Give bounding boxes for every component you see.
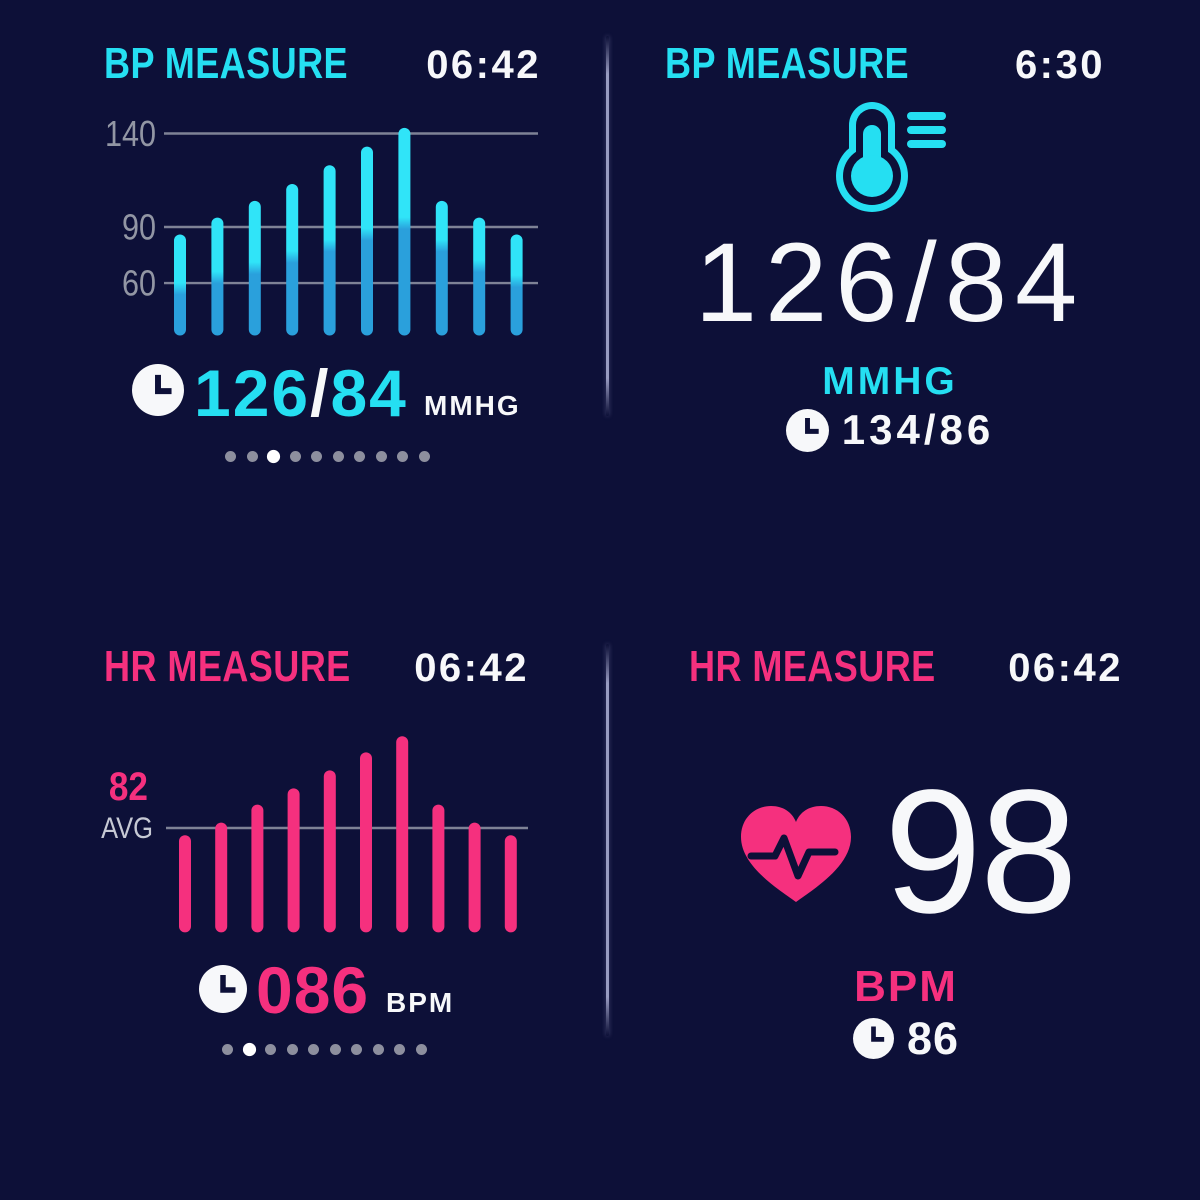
page-dot — [351, 1044, 362, 1055]
svg-text:60: 60 — [122, 264, 156, 304]
page-dot — [246, 451, 258, 462]
svg-text:90: 90 — [122, 208, 156, 248]
svg-text:140: 140 — [105, 115, 156, 155]
bp-chart-title: BP MEASURE — [104, 39, 349, 88]
page-dot — [418, 451, 430, 462]
bp-systolic-value: 126 — [194, 356, 311, 430]
hr-current-reading: 086 — [256, 953, 370, 1027]
bp-history-value: 134/86 — [841, 406, 995, 453]
bp-diastolic-value: 84 — [330, 356, 408, 430]
page-dot — [311, 451, 322, 462]
bp-history-row: 134/86 — [612, 406, 1168, 454]
bp-detail-title: BP MEASURE — [665, 39, 910, 88]
clock-icon — [785, 408, 829, 452]
hr-chart-time: 06:42 — [414, 646, 529, 690]
bp-chart-time: 06:42 — [426, 43, 541, 87]
page-dot — [308, 1044, 319, 1055]
bp-current-reading: 126/84 — [194, 360, 408, 426]
page-dot — [372, 1044, 384, 1055]
page-dot — [375, 451, 387, 462]
vertical-divider — [606, 36, 609, 416]
hr-history-value: 86 — [906, 1012, 960, 1064]
page-dot — [354, 451, 365, 462]
hr-detail-value: 98 — [884, 754, 1078, 950]
svg-text:82: 82 — [109, 764, 148, 809]
bp-detail-value: 126/84 — [694, 220, 1086, 345]
bp-separator: / — [310, 356, 331, 430]
page-dot — [329, 1044, 341, 1055]
page-dot — [225, 451, 236, 462]
page-dot — [332, 451, 344, 462]
thermometer-icon — [830, 98, 950, 213]
hr-history-row: 86 — [756, 1014, 1056, 1062]
clock-icon — [199, 965, 247, 1013]
clock-icon — [132, 364, 184, 416]
page-dot — [289, 451, 301, 462]
hr-pagination-dots — [222, 1042, 427, 1057]
svg-text:AVG: AVG — [101, 811, 153, 844]
hr-chart-title: HR MEASURE — [104, 642, 351, 691]
bp-bar-chart: 140 90 60 — [105, 115, 538, 336]
page-dot-active — [242, 1042, 256, 1057]
page-dot — [265, 1044, 276, 1055]
page-dot-active — [266, 449, 281, 464]
page-dot — [415, 1044, 427, 1055]
page-dot — [397, 451, 408, 462]
hr-detail-time: 06:42 — [1008, 646, 1123, 690]
hr-detail-title: HR MEASURE — [689, 642, 936, 691]
page-dot — [394, 1044, 405, 1055]
hr-detail-unit: BPM — [854, 962, 958, 1011]
bp-detail-unit: MMHG — [822, 360, 958, 403]
vertical-divider — [606, 644, 609, 1036]
page-dot — [222, 1044, 233, 1055]
heart-pulse-icon — [731, 798, 861, 910]
bp-pagination-dots — [225, 449, 430, 464]
hr-unit-label: BPM — [386, 987, 455, 1018]
bp-detail-time: 6:30 — [1014, 43, 1105, 87]
page-dot — [286, 1044, 298, 1055]
clock-icon — [852, 1017, 894, 1059]
bp-unit-label: MMHG — [424, 390, 521, 421]
